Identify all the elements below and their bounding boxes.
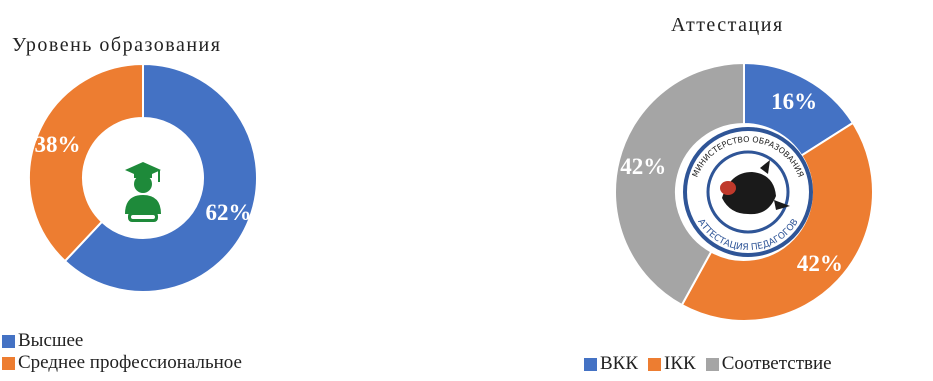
graduate-icon [125,162,161,222]
donut-slice-0-1 [28,62,144,263]
attestation-donut: 16% 42% 42% [614,61,874,322]
legend-swatch-orange [2,356,15,370]
data-label-1-2: 42% [620,154,666,179]
legend-attestation: ВКК IКК Соответствие [584,353,832,375]
chart-title-attestation: Аттестация [671,14,784,36]
legend-swatch-gray [705,357,719,371]
legend-item-higher: Высшее [2,330,242,352]
legend-label-higher: Высшее [18,330,84,351]
donut-slice-1-2 [614,61,745,307]
legend-item-ikk: IКК [648,353,696,375]
data-label-1-1: 42% [797,251,843,276]
legend-item-compliance: Соответствие [705,353,832,375]
education-donut: 62% 38% [28,62,258,293]
legend-item-secondary: Среднее профессиональное [2,352,242,374]
chart-title-education: Уровень образования [12,34,222,56]
legend-item-vkk: ВКК [584,353,638,375]
legend-label-ikk: IКК [664,353,696,374]
data-label-1-0: 16% [771,89,817,114]
data-label-0-1: 38% [34,132,80,157]
legend-swatch-blue [584,357,597,371]
data-label-0-0: 62% [206,200,252,225]
legend-education: Высшее Среднее профессиональное [2,330,242,374]
ministry-logo-icon: МИНИСТЕРСТВО ОБРАЗОВАНИЯ АТТЕСТАЦИЯ ПЕДА… [683,127,813,257]
donut-slice-0-0 [63,62,258,293]
legend-label-secondary: Среднее профессиональное [18,352,242,373]
legend-label-vkk: ВКК [600,353,639,374]
legend-swatch-blue [2,334,15,348]
legend-swatch-orange [648,357,662,371]
legend-label-compliance: Соответствие [721,353,832,374]
